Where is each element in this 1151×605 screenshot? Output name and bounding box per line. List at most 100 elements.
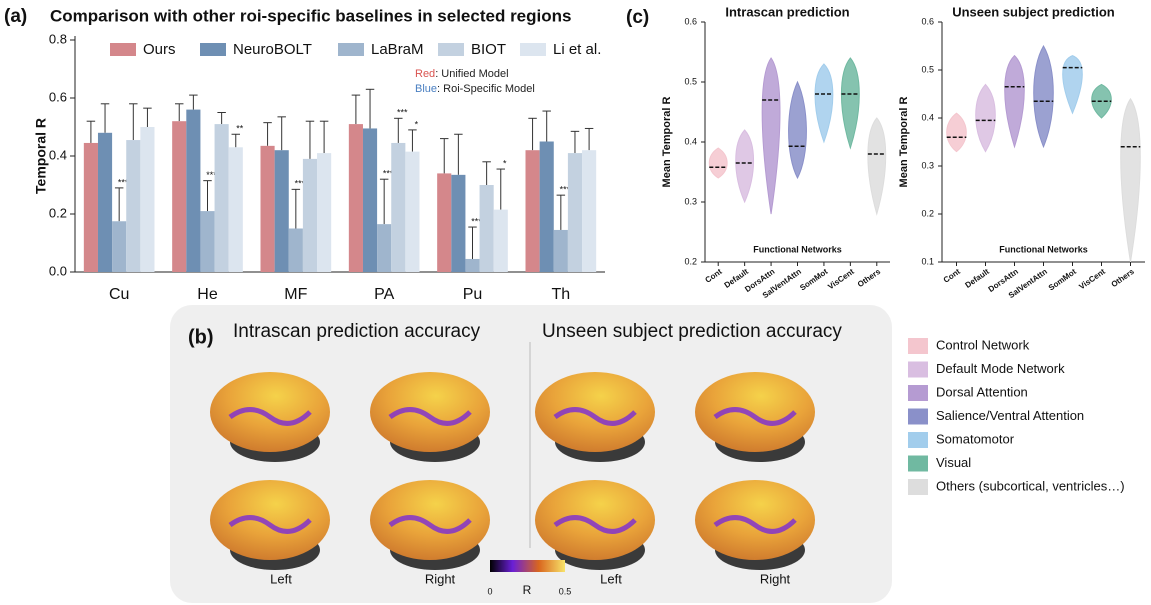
note-text: : Unified Model xyxy=(435,68,508,80)
bar xyxy=(302,158,318,272)
y-tick-label: 0.4 xyxy=(49,147,67,162)
x-tick-label: He xyxy=(197,286,218,303)
bar xyxy=(172,121,187,272)
colorbar-label: R xyxy=(523,583,532,597)
brain-cortex xyxy=(210,480,330,560)
colorbar xyxy=(490,560,565,572)
legend-label: Visual xyxy=(936,455,971,470)
x-tick-label: Cont xyxy=(942,267,962,285)
bar xyxy=(451,174,466,272)
brain-cortex xyxy=(695,480,815,560)
x-tick-label: Others xyxy=(1110,267,1137,289)
note-key: Red xyxy=(415,68,435,80)
y-tick-label: 0.8 xyxy=(49,31,67,46)
bar xyxy=(274,150,289,272)
y-tick-label: 0.2 xyxy=(684,256,697,266)
bar xyxy=(405,151,420,272)
legend-swatch xyxy=(908,361,928,378)
x-tick-label: PA xyxy=(374,286,394,303)
legend-swatch xyxy=(520,43,546,56)
bar xyxy=(465,258,480,272)
significance-label: *** xyxy=(471,216,482,226)
violin xyxy=(975,83,996,153)
violin xyxy=(1120,97,1141,263)
y-tick-label: 0.0 xyxy=(49,263,67,278)
violin xyxy=(735,129,754,204)
x-tick-label: VisCent xyxy=(1077,267,1107,292)
legend-label: Control Network xyxy=(936,337,1030,352)
panel-title: Unseen subject prediction accuracy xyxy=(542,321,842,342)
violin xyxy=(814,63,834,144)
violin xyxy=(840,57,860,150)
x-tick-label: SomMot xyxy=(1047,267,1078,293)
bar xyxy=(525,150,540,272)
legend-swatch xyxy=(438,43,464,56)
legend-label: Dorsal Attention xyxy=(936,384,1028,399)
legend-label: NeuroBOLT xyxy=(233,41,312,58)
legend-swatch xyxy=(908,455,928,472)
significance-label: * xyxy=(503,158,507,168)
legend-swatch xyxy=(908,385,928,401)
violin xyxy=(946,112,967,153)
legend-swatch xyxy=(908,408,928,425)
bar xyxy=(362,128,378,272)
bar xyxy=(214,124,229,272)
brain-sulcus xyxy=(713,515,797,534)
bar xyxy=(126,140,141,272)
legend-swatch xyxy=(338,43,364,56)
bar xyxy=(140,127,155,272)
brain-sulcus xyxy=(553,515,637,534)
brain-sulcus xyxy=(388,515,472,534)
y-tick-label: 0.4 xyxy=(921,112,934,122)
significance-label: *** xyxy=(560,185,571,195)
legend-label: Li et al. xyxy=(553,41,601,58)
brain-sulcus xyxy=(713,407,797,426)
bar xyxy=(200,211,215,272)
panel-label: (c) xyxy=(626,7,649,28)
side-label: Left xyxy=(600,571,622,586)
significance-label: *** xyxy=(118,177,129,187)
y-tick-label: 0.5 xyxy=(921,64,934,74)
brain-cortex xyxy=(210,372,330,452)
significance-label: *** xyxy=(383,169,394,179)
y-tick-label: 0.5 xyxy=(684,76,697,86)
bar xyxy=(493,209,508,272)
bar xyxy=(348,124,363,272)
x-tick-label: Cu xyxy=(109,286,129,303)
y-tick-label: 0.2 xyxy=(921,208,934,218)
bar xyxy=(479,185,494,272)
brain-sulcus xyxy=(553,407,637,426)
legend-label: Ours xyxy=(143,41,176,58)
legend-label: LaBraM xyxy=(371,41,424,58)
panel-title: Intrascan prediction accuracy xyxy=(233,321,481,342)
bar xyxy=(97,132,113,272)
y-axis-label: Mean Temporal R xyxy=(898,97,910,188)
violin xyxy=(1004,54,1025,149)
y-tick-label: 0.6 xyxy=(49,89,67,104)
brain-cortex xyxy=(695,372,815,452)
significance-label: * xyxy=(415,119,419,129)
panel-label: (a) xyxy=(4,6,27,27)
colorbar-tick-label: 0.5 xyxy=(559,586,572,596)
bar xyxy=(437,173,452,272)
x-tick-label: Pu xyxy=(463,286,483,303)
bar xyxy=(186,109,201,272)
note-key: Blue xyxy=(415,83,437,95)
x-tick-label: Th xyxy=(551,286,570,303)
side-label: Right xyxy=(760,571,791,586)
side-label: Right xyxy=(425,571,456,586)
bar xyxy=(260,145,275,272)
panel-label: (b) xyxy=(188,326,214,348)
chart-title: Intrascan prediction xyxy=(725,4,849,19)
legend-swatch xyxy=(908,432,928,448)
chart-title: Comparison with other roi-specific basel… xyxy=(50,6,571,25)
x-tick-label: Cont xyxy=(703,267,723,285)
violin xyxy=(1062,55,1083,115)
y-axis-label: Temporal R xyxy=(33,118,49,194)
brain-sulcus xyxy=(228,515,312,534)
y-tick-label: 0.4 xyxy=(684,136,697,146)
legend-label: Salience/Ventral Attention xyxy=(936,408,1084,423)
significance-label: ** xyxy=(236,124,244,134)
bar xyxy=(288,228,303,272)
